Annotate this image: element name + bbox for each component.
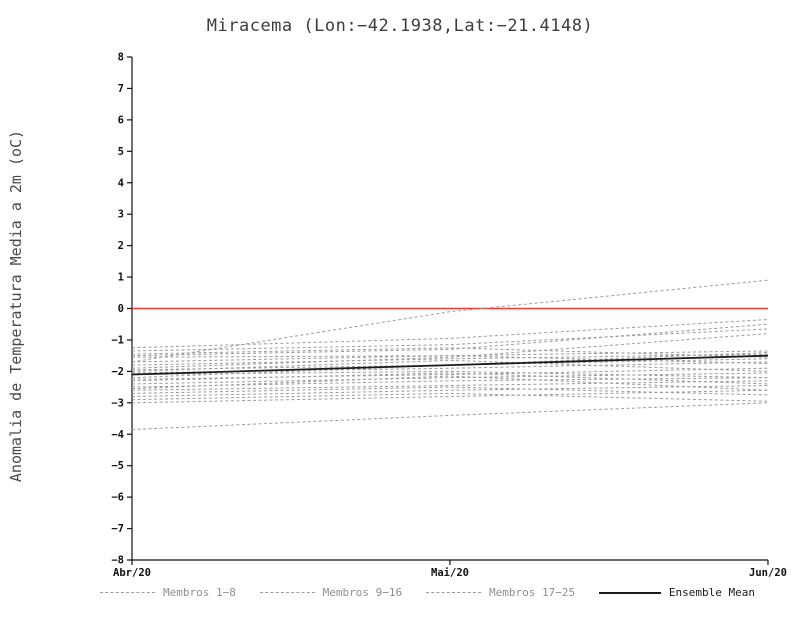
legend-label: Ensemble Mean (668, 586, 755, 599)
svg-text:6: 6 (118, 114, 124, 126)
svg-text:Jun/20: Jun/20 (749, 567, 787, 579)
legend-item-membros-9-16: Membros 9−16 (259, 586, 403, 599)
dashed-line-sample-icon (100, 592, 155, 593)
svg-text:2: 2 (118, 240, 124, 252)
svg-text:−1: −1 (111, 334, 124, 346)
svg-text:0: 0 (118, 303, 124, 315)
chart-title: Miracema (Lon:−42.1938,Lat:−21.4148) (206, 16, 594, 36)
svg-text:3: 3 (118, 209, 124, 221)
svg-text:−7: −7 (111, 523, 124, 535)
legend-label: Membros 9−16 (322, 586, 403, 599)
svg-text:−8: −8 (111, 555, 124, 567)
svg-text:4: 4 (118, 177, 124, 189)
svg-text:1: 1 (118, 272, 124, 284)
legend-item-membros-17-25: Membros 17−25 (425, 586, 576, 599)
svg-text:−2: −2 (111, 366, 124, 378)
chart-legend: Membros 1−8 Membros 9−16 Membros 17−25 E… (100, 586, 755, 599)
svg-text:7: 7 (118, 83, 124, 95)
svg-text:−3: −3 (111, 397, 124, 409)
y-axis-label: Anomalia de Temperatura Media a 2m (oC) (7, 129, 25, 483)
svg-text:Mai/20: Mai/20 (431, 567, 469, 579)
svg-text:8: 8 (118, 52, 124, 64)
legend-item-ensemble-mean: Ensemble Mean (598, 586, 755, 599)
legend-label: Membros 1−8 (163, 586, 236, 599)
svg-text:−5: −5 (111, 460, 124, 472)
solid-line-sample-icon (598, 591, 661, 594)
svg-text:−4: −4 (111, 429, 124, 441)
dashed-line-sample-icon (425, 592, 481, 593)
svg-text:Abr/20: Abr/20 (113, 567, 151, 579)
legend-label: Membros 17−25 (488, 586, 576, 599)
svg-text:5: 5 (118, 146, 124, 158)
svg-text:−6: −6 (111, 492, 124, 504)
legend-item-membros-1-8: Membros 1−8 (100, 586, 236, 599)
dashed-line-sample-icon (259, 592, 315, 593)
